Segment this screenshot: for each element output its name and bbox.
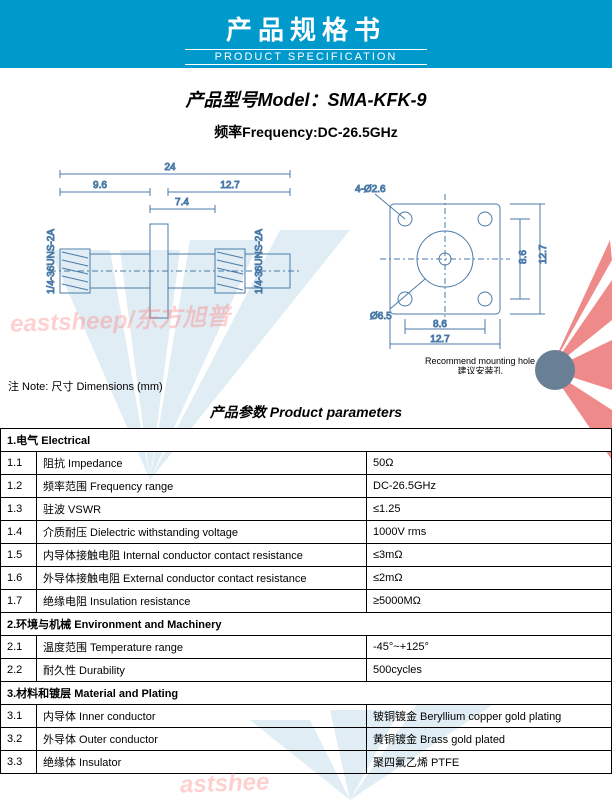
center-dia: Ø6.5 — [370, 311, 392, 322]
spec-table: 1.电气 Electrical1.1阻抗 Impedance50Ω1.2频率范围… — [0, 428, 612, 774]
note-label: 注 Note: — [8, 381, 48, 393]
table-row: 1.3驻波 VSWR≤1.25 — [1, 498, 612, 521]
row-number: 2.2 — [1, 659, 37, 682]
dim-w2: 12.7 — [430, 334, 450, 345]
note-text: 尺寸 Dimensions (mm) — [51, 381, 162, 393]
dim-right: 12.7 — [220, 180, 240, 191]
row-number: 2.1 — [1, 636, 37, 659]
rec-mount-cn: 建议安装孔 — [457, 365, 502, 374]
row-number: 1.5 — [1, 544, 37, 567]
row-param: 外导体 Outer conductor — [37, 728, 367, 751]
section-header: 1.电气 Electrical — [1, 429, 612, 452]
header-title-en: PRODUCT SPECIFICATION — [185, 49, 428, 65]
row-number: 1.3 — [1, 498, 37, 521]
dim-w1: 8.6 — [433, 319, 447, 330]
table-row: 1.7绝缘电阻 Insulation resistance≥5000MΩ — [1, 590, 612, 613]
table-row: 2.1温度范围 Temperature range-45°~+125° — [1, 636, 612, 659]
frequency-value: DC-26.5GHz — [318, 124, 398, 140]
section-header: 3.材料和镀层 Material and Plating — [1, 682, 612, 705]
table-row: 3.2外导体 Outer conductor黄铜镀金 Brass gold pl… — [1, 728, 612, 751]
dim-h2: 12.7 — [538, 244, 549, 264]
section-header: 2.环境与机械 Environment and Machinery — [1, 613, 612, 636]
row-param: 频率范围 Frequency range — [37, 475, 367, 498]
header-title-cn: 产品规格书 — [0, 10, 612, 47]
row-value: ≤2mΩ — [367, 567, 612, 590]
hole-callout: 4-Ø2.6 — [355, 184, 386, 195]
dim-total: 24 — [164, 162, 176, 173]
rec-mount-en: Recommend mounting hole — [425, 356, 535, 366]
row-number: 1.6 — [1, 567, 37, 590]
table-row: 1.2频率范围 Frequency rangeDC-26.5GHz — [1, 475, 612, 498]
row-param: 驻波 VSWR — [37, 498, 367, 521]
row-value: -45°~+125° — [367, 636, 612, 659]
frequency-line: 频率Frequency:DC-26.5GHz — [0, 122, 612, 142]
row-param: 绝缘体 Insulator — [37, 751, 367, 774]
row-value: 50Ω — [367, 452, 612, 475]
technical-diagram: 24 9.6 12.7 7.4 — [0, 154, 612, 374]
note-line: 注 Note: 尺寸 Dimensions (mm) — [8, 378, 612, 394]
row-param: 介质耐压 Dielectric withstanding voltage — [37, 521, 367, 544]
model-value: SMA-KFK-9 — [328, 90, 427, 110]
row-number: 1.4 — [1, 521, 37, 544]
row-number: 3.1 — [1, 705, 37, 728]
table-row: 3.3绝缘体 Insulator聚四氟乙烯 PTFE — [1, 751, 612, 774]
row-value: 500cycles — [367, 659, 612, 682]
model-label: 产品型号Model： — [186, 90, 328, 110]
row-number: 1.2 — [1, 475, 37, 498]
row-param: 外导体接触电阻 External conductor contact resis… — [37, 567, 367, 590]
table-row: 1.6外导体接触电阻 External conductor contact re… — [1, 567, 612, 590]
row-param: 内导体接触电阻 Internal conductor contact resis… — [37, 544, 367, 567]
row-value: 聚四氟乙烯 PTFE — [367, 751, 612, 774]
row-value: ≤3mΩ — [367, 544, 612, 567]
row-param: 内导体 Inner conductor — [37, 705, 367, 728]
dim-h1: 8.6 — [518, 250, 529, 264]
frequency-label: 频率Frequency: — [214, 124, 317, 140]
table-row: 2.2耐久性 Durability500cycles — [1, 659, 612, 682]
dim-left: 9.6 — [93, 180, 107, 191]
table-row: 1.5内导体接触电阻 Internal conductor contact re… — [1, 544, 612, 567]
row-param: 温度范围 Temperature range — [37, 636, 367, 659]
row-value: DC-26.5GHz — [367, 475, 612, 498]
row-value: 黄铜镀金 Brass gold plated — [367, 728, 612, 751]
table-row: 1.4介质耐压 Dielectric withstanding voltage1… — [1, 521, 612, 544]
thread-label-right: 1/4-36UNS-2A — [254, 229, 265, 294]
row-number: 1.1 — [1, 452, 37, 475]
thread-label-left: 1/4-36UNS-2A — [46, 229, 57, 294]
row-number: 3.3 — [1, 751, 37, 774]
row-number: 1.7 — [1, 590, 37, 613]
header-banner: 产品规格书 PRODUCT SPECIFICATION — [0, 0, 612, 68]
row-param: 阻抗 Impedance — [37, 452, 367, 475]
row-value: ≤1.25 — [367, 498, 612, 521]
table-row: 3.1内导体 Inner conductor铍铜镀金 Beryllium cop… — [1, 705, 612, 728]
row-value: 铍铜镀金 Beryllium copper gold plating — [367, 705, 612, 728]
row-param: 耐久性 Durability — [37, 659, 367, 682]
row-number: 3.2 — [1, 728, 37, 751]
params-title: 产品参数 Product parameters — [0, 402, 612, 422]
row-value: ≥5000MΩ — [367, 590, 612, 613]
model-line: 产品型号Model：SMA-KFK-9 — [0, 86, 612, 112]
row-value: 1000V rms — [367, 521, 612, 544]
dim-flange: 7.4 — [175, 197, 189, 208]
row-param: 绝缘电阻 Insulation resistance — [37, 590, 367, 613]
table-row: 1.1阻抗 Impedance50Ω — [1, 452, 612, 475]
